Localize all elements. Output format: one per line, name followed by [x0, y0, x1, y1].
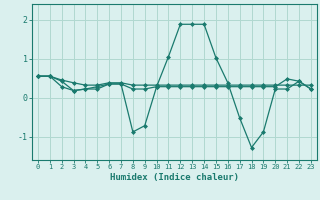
X-axis label: Humidex (Indice chaleur): Humidex (Indice chaleur): [110, 173, 239, 182]
